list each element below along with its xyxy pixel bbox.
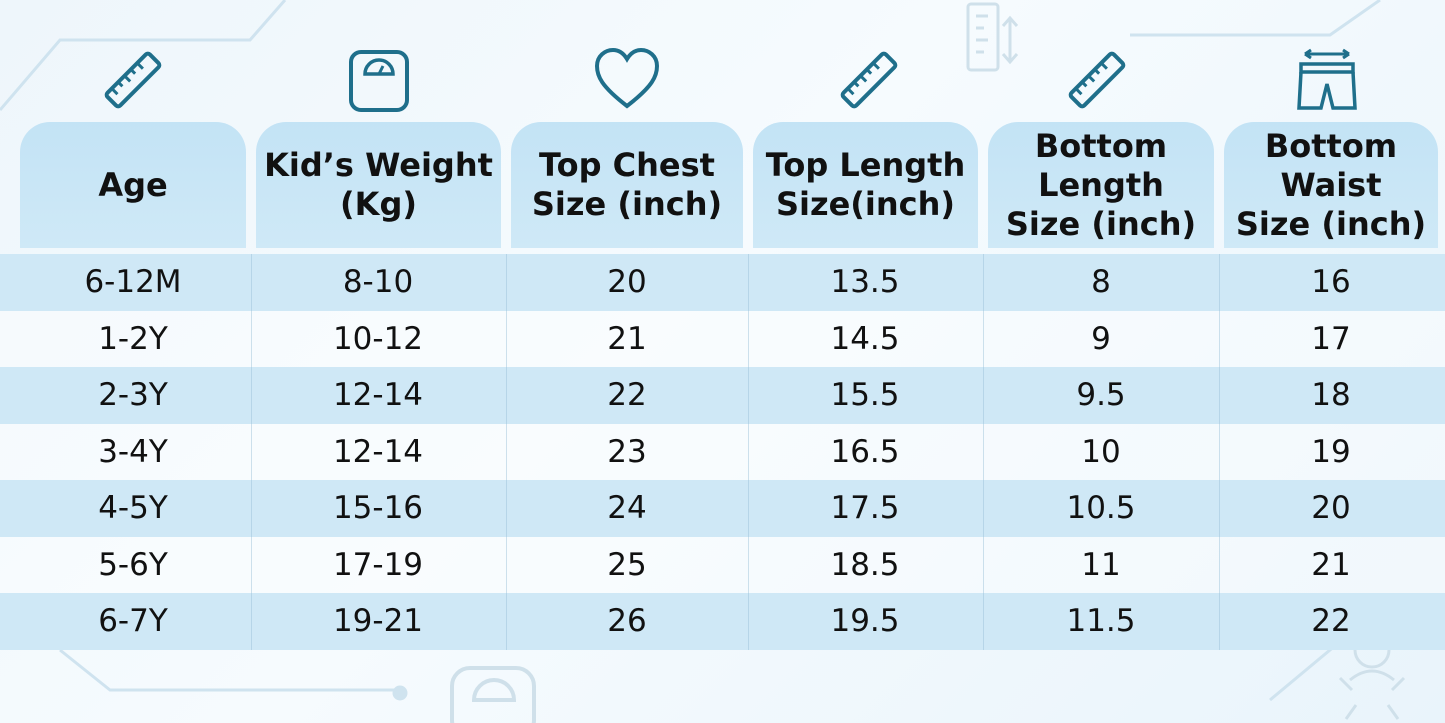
weighing-scale-icon: [450, 666, 536, 723]
cell-bottom-waist: 19: [1311, 433, 1351, 470]
cell-weight: 19-21: [332, 603, 424, 640]
table-body: 6-12M 8-10 20 13.5 8 16 1-2Y 10-12 21 14.5 9 17 2-3Y…: [0, 254, 1445, 650]
cell-top-chest: 23: [607, 433, 647, 470]
cell-age: 6-12M: [84, 264, 182, 301]
cell-bottom-length: 8: [1091, 264, 1111, 301]
ruler-icon: [1057, 40, 1137, 120]
cell-bottom-waist: 22: [1311, 603, 1351, 640]
weighing-scale-icon: [339, 40, 419, 120]
cell-weight: 10-12: [332, 320, 424, 357]
cell-top-chest: 26: [607, 603, 647, 640]
cell-age: 6-7Y: [98, 603, 168, 640]
cell-bottom-length: 11: [1081, 546, 1121, 583]
column-divider: [983, 254, 984, 650]
column-header-bottom-length: Bottom Length Size (inch): [988, 122, 1214, 248]
cell-age: 5-6Y: [98, 546, 168, 583]
cell-bottom-waist: 17: [1311, 320, 1351, 357]
table-row: 6-12M 8-10 20 13.5 8 16: [0, 254, 1445, 311]
cell-bottom-length: 10.5: [1066, 490, 1136, 527]
cell-top-chest: 24: [607, 490, 647, 527]
cell-bottom-waist: 18: [1311, 377, 1351, 414]
cell-weight: 8-10: [342, 264, 414, 301]
column-divider: [748, 254, 749, 650]
ruler-icon: [829, 40, 909, 120]
column-divider: [251, 254, 252, 650]
cell-weight: 17-19: [332, 546, 424, 583]
column-divider: [506, 254, 507, 650]
column-header-age: Age: [20, 122, 246, 248]
cell-weight: 12-14: [332, 433, 424, 470]
column-header-top-length: Top Length Size(inch): [753, 122, 978, 248]
table-row: 3-4Y 12-14 23 16.5 10 19: [0, 423, 1445, 480]
cell-top-chest: 21: [607, 320, 647, 357]
table-row: 6-7Y 19-21 26 19.5 11.5 22: [0, 593, 1445, 650]
ruler-icon: [93, 40, 173, 120]
column-divider: [1219, 254, 1220, 650]
cell-top-length: 17.5: [830, 490, 900, 527]
column-header-bottom-waist: Bottom Waist Size (inch): [1224, 122, 1438, 248]
cell-bottom-length: 11.5: [1066, 603, 1136, 640]
cell-bottom-waist: 20: [1311, 490, 1351, 527]
header-icon-row: [0, 40, 1445, 120]
table-row: 2-3Y 12-14 22 15.5 9.5 18: [0, 367, 1445, 424]
cell-top-length: 14.5: [830, 320, 900, 357]
shorts-waist-icon: [1287, 40, 1367, 120]
cell-top-chest: 22: [607, 377, 647, 414]
cell-age: 3-4Y: [98, 433, 168, 470]
cell-top-length: 16.5: [830, 433, 900, 470]
table-row: 5-6Y 17-19 25 18.5 11 21: [0, 536, 1445, 593]
column-header-weight: Kid’s Weight (Kg): [256, 122, 501, 248]
cell-bottom-length: 10: [1081, 433, 1121, 470]
heart-icon: [587, 40, 667, 120]
cell-bottom-waist: 21: [1311, 546, 1351, 583]
cell-bottom-waist: 16: [1311, 264, 1351, 301]
cell-bottom-length: 9: [1091, 320, 1111, 357]
cell-age: 2-3Y: [98, 377, 168, 414]
table-row: 4-5Y 15-16 24 17.5 10.5 20: [0, 480, 1445, 537]
cell-top-chest: 20: [607, 264, 647, 301]
cell-top-length: 15.5: [830, 377, 900, 414]
table-header: Age Kid’s Weight (Kg) Top Chest Size (in…: [0, 122, 1445, 248]
table-row: 1-2Y 10-12 21 14.5 9 17: [0, 310, 1445, 367]
cell-age: 1-2Y: [98, 320, 168, 357]
cell-top-length: 18.5: [830, 546, 900, 583]
cell-weight: 12-14: [332, 377, 424, 414]
cell-age: 4-5Y: [98, 490, 168, 527]
cell-top-chest: 25: [607, 546, 647, 583]
cell-bottom-length: 9.5: [1076, 377, 1126, 414]
cell-weight: 15-16: [332, 490, 424, 527]
cell-top-length: 19.5: [830, 603, 900, 640]
column-header-top-chest: Top Chest Size (inch): [511, 122, 743, 248]
cell-top-length: 13.5: [830, 264, 900, 301]
